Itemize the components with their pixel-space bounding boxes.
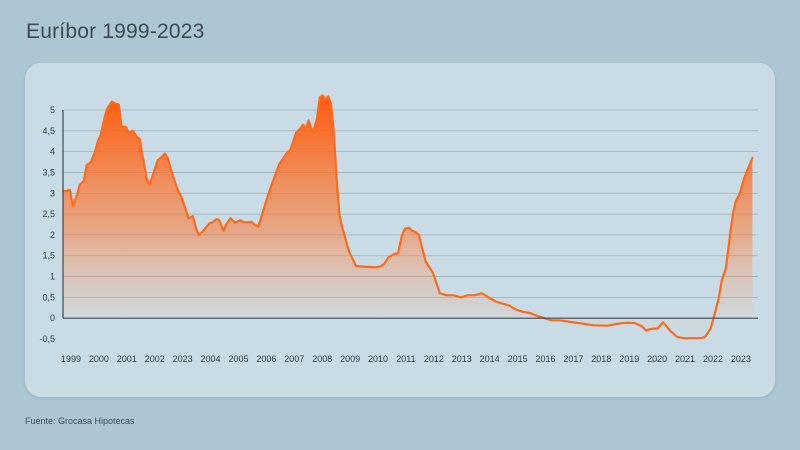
x-tick-label: 2004 [201,354,221,364]
y-tick-label: 2 [50,230,55,240]
x-tick-label: 2023 [731,354,751,364]
x-tick-label: 2013 [452,354,472,364]
y-tick-label: 1,5 [42,251,55,261]
x-tick-label: 2014 [480,354,500,364]
y-tick-label: 1 [50,272,55,282]
x-tick-label: 2022 [703,354,723,364]
chart-card: 5 4,5 4 3,5 3 2,5 2 1,5 1 0,5 0 -0,5 1999 2000 2001 20… [25,63,775,397]
euribor-chart: 5 4,5 4 3,5 3 2,5 2 1,5 1 0,5 0 -0,5 1999 2000 2001 20… [39,94,758,364]
x-tick-label: 2012 [424,354,444,364]
x-tick-label: 2001 [117,354,137,364]
x-tick-label: 2002 [145,354,165,364]
x-tick-label: 2006 [256,354,276,364]
y-tick-label: 5 [50,105,55,115]
x-tick-label: 2011 [396,354,415,364]
source-note: Fuente: Grocasa Hipotecas [25,416,135,426]
y-tick-label: 4 [50,147,55,157]
x-tick-label: 2023 [173,354,193,364]
x-tick-label: 2005 [228,354,248,364]
x-tick-label: 2019 [619,354,639,364]
y-tick-label: 0 [50,313,55,323]
x-tick-label: 2009 [340,354,360,364]
x-tick-label: 2021 [675,354,695,364]
page-title: Euríbor 1999-2023 [26,20,205,43]
x-tick-label: 2017 [563,354,583,364]
x-tick-label: 2008 [312,354,332,364]
x-tick-label: 2020 [647,354,667,364]
x-tick-label: 2007 [284,354,304,364]
euribor-area [63,95,753,339]
x-tick-label: 2000 [89,354,109,364]
y-tick-label: 2,5 [42,209,55,219]
x-tick-label: 2016 [535,354,555,364]
x-tick-label: 2010 [368,354,388,364]
y-tick-label: 3 [50,188,55,198]
euribor-line [61,94,754,340]
x-tick-label: 2018 [591,354,611,364]
x-tick-label: 2015 [508,354,528,364]
y-tick-label: 3,5 [42,167,55,177]
y-axis-ticks: 5 4,5 4 3,5 3 2,5 2 1,5 1 0,5 0 -0,5 [39,105,55,344]
x-axis-ticks: 1999 2000 2001 2002 2023 2004 2005 2006 2007 2008… [61,354,751,364]
y-tick-label: 4,5 [42,126,55,136]
y-tick-label: -0,5 [39,334,55,344]
x-tick-label: 1999 [61,354,81,364]
y-tick-label: 0,5 [42,292,55,302]
